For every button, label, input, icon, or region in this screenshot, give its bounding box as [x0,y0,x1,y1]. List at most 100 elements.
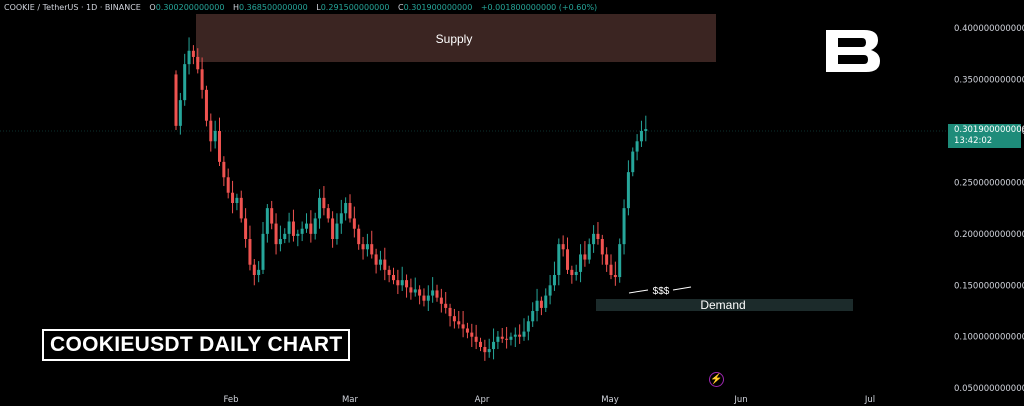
demand-zone [596,299,853,311]
candle-body [500,336,504,339]
candle-body [592,233,596,245]
chart-overlay-title: COOKIEUSDT DAILY CHART [42,329,351,361]
candle-body [322,197,326,209]
last-price-tag: 0.301900000000 13:42:02 [948,124,1024,148]
candle-body [383,259,387,270]
candle-body [509,336,513,340]
bar-countdown: 13:42:02 [954,136,993,146]
candle-body [200,69,204,90]
candle-body [252,264,256,276]
x-tick-label: Feb [223,395,238,405]
candle-body [435,290,439,298]
x-tick-label: Jun [733,395,747,405]
y-tick-label: 0.250000000000 [954,178,1024,188]
candle-body [235,197,239,204]
x-axis: Feb Mar Apr May Jun Jul [223,395,875,405]
y-tick-label: 0.350000000000 [954,76,1024,86]
candle-body [574,271,578,276]
candle-body [626,172,630,209]
candle-body [409,287,413,293]
candle-body [400,280,404,286]
high-value: 0.368500000000 [238,3,308,12]
candle-body [226,177,230,193]
candle-body [261,233,265,270]
candle-body [335,223,339,240]
candle-body [483,347,487,353]
supply-zone [196,14,716,62]
demand-label: Demand [700,298,745,312]
candle-body [300,228,304,234]
y-tick-label: 0.050000000000 [954,384,1024,394]
candle-body [487,349,491,353]
candle-body [331,218,335,240]
y-tick-label: 0.100000000000 [954,333,1024,343]
candle-body [283,233,287,240]
close-value: 0.301900000000 [403,3,473,12]
candle-body [396,280,400,286]
candle-body [305,223,308,229]
candle-body [191,50,195,57]
candle-body [291,221,295,236]
candle-body [492,341,496,350]
candle-body [431,290,435,296]
candle-body [218,131,221,162]
candle-body [548,285,552,296]
candle-body [213,131,217,142]
candle-body [452,316,456,322]
candle-body [609,264,613,276]
candle-body [465,328,469,333]
lightning-icon[interactable]: ⚡ [709,372,724,387]
last-price-value: 0.301900000000 [954,125,1024,135]
candle-body [587,244,591,260]
candle-body [622,208,626,245]
low-value: 0.291500000000 [320,3,390,12]
candle-body [392,275,395,281]
x-tick-label: May [601,395,619,405]
candle-body [526,321,530,332]
symbol-legend: COOKIE / TetherUS · 1D · BINANCE O0.3002… [4,3,598,12]
candle-body [600,239,604,255]
candle-body [496,336,500,342]
candle-body [413,289,417,293]
candle-body [544,295,548,308]
candle-body [370,244,374,255]
candle-body [613,275,617,278]
candle-body [374,254,378,265]
candle-body [470,332,474,337]
candle-body [444,303,448,308]
candle-body [557,244,561,276]
candle-body [196,56,200,70]
candle-body [422,295,426,301]
change-value: +0.001800000000 (+0.60%) [480,3,598,12]
candle-body [326,208,330,219]
candle-body [639,131,643,142]
candle-body [561,244,565,250]
supply-label: Supply [436,32,473,46]
candle-body [552,275,556,286]
candle-body [448,307,452,317]
candle-body [566,249,569,270]
candles-group [174,37,648,361]
candle-body [426,295,430,301]
x-tick-label: Apr [475,395,490,405]
candle-body [265,208,269,234]
candle-body [318,197,322,219]
candle-body [231,192,235,204]
candle-body [378,259,382,265]
candle-body [505,338,509,340]
candle-body [365,244,369,250]
y-tick-label: 0.200000000000 [954,230,1024,240]
candle-body [313,218,317,234]
candle-body [183,64,187,101]
candle-body [635,141,639,152]
candle-body [174,74,178,126]
open-value: 0.300200000000 [155,3,225,12]
candle-body [296,233,300,236]
candle-body [605,254,609,265]
y-tick-label: 0.400000000000 [954,24,1024,34]
candle-body [570,269,574,276]
candle-body [274,223,278,245]
candle-body [539,300,543,308]
candle-body [405,280,409,288]
